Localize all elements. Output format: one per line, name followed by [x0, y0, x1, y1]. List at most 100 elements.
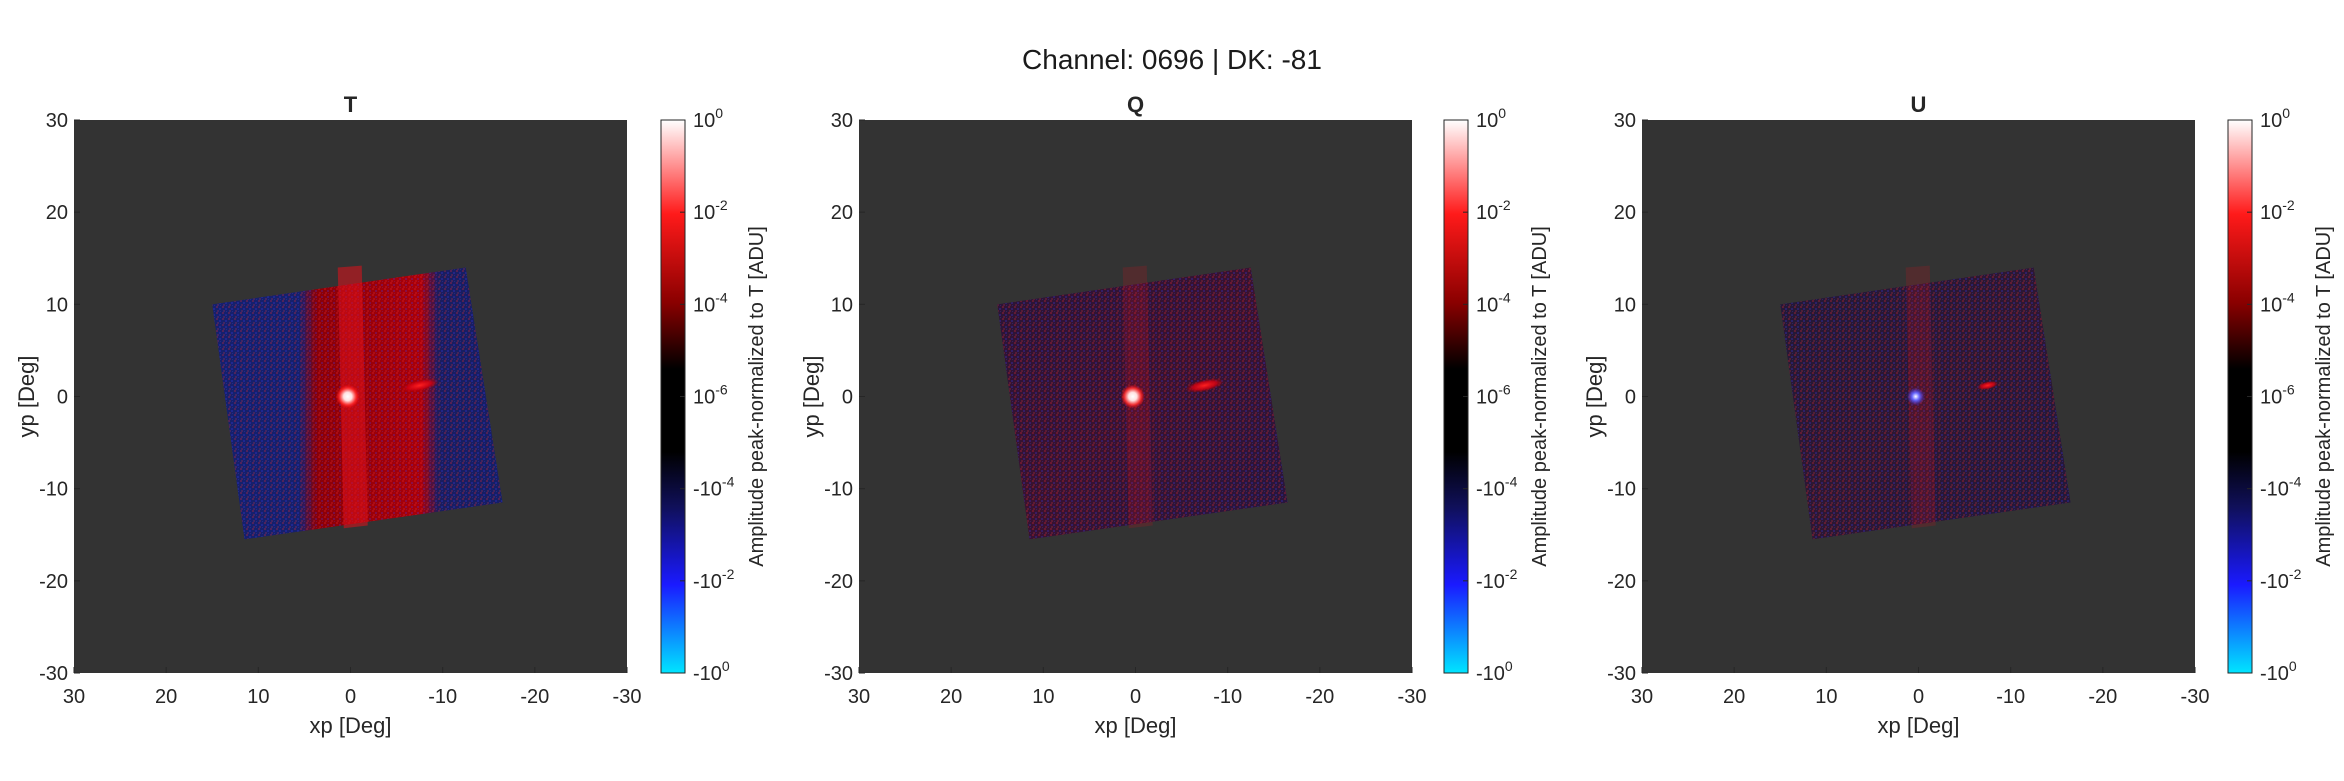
y-tick-label: 20 [46, 202, 68, 224]
colorbar-tick-exp: -6 [1498, 382, 1511, 398]
colorbar-tick-exp: -4 [2289, 474, 2302, 490]
y-tick-label: 10 [1614, 294, 1636, 316]
colorbar-tick-base: 10 [2260, 202, 2282, 224]
colorbar-tick-base: -10 [2260, 479, 2289, 501]
y-tick-label: -10 [1607, 479, 1636, 501]
colorbar-tick-base: 10 [2260, 110, 2282, 132]
panel-title: U [1911, 92, 1927, 117]
colorbar-tick-label: -100 [1476, 658, 1513, 685]
colorbar-tick-base: -10 [693, 571, 722, 593]
colorbar-tick-exp: -2 [1498, 197, 1511, 213]
colorbar-tick-base: -10 [2260, 663, 2289, 685]
x-tick-label: -20 [520, 686, 549, 708]
x-tick-label: -30 [613, 686, 642, 708]
x-tick-label: 30 [1631, 686, 1653, 708]
colorbar-tick-label: -10-4 [1476, 474, 1518, 501]
y-axis-label: yp [Deg] [14, 356, 39, 438]
colorbar-tick-exp: -2 [1505, 566, 1518, 582]
colorbar-tick-label: -100 [693, 658, 730, 685]
panel-title: T [344, 92, 358, 117]
colorbar-tick-label: -10-4 [693, 474, 735, 501]
colorbar-tick-base: 10 [2260, 387, 2282, 409]
colorbar-tick-exp: 0 [722, 658, 730, 674]
sidelobe [1185, 378, 1225, 393]
x-tick-label: 10 [1032, 686, 1054, 708]
x-tick-label: -10 [1996, 686, 2025, 708]
x-tick-label: 20 [940, 686, 962, 708]
colorbar-tick-exp: -2 [722, 566, 735, 582]
colorbar-tick-exp: -6 [715, 382, 728, 398]
x-tick-label: -20 [1305, 686, 1334, 708]
y-tick-label: 0 [842, 387, 853, 409]
colorbar-tick-label: 10-2 [1476, 197, 1511, 224]
x-tick-label: 30 [848, 686, 870, 708]
y-tick-label: -20 [39, 571, 68, 593]
colorbar-tick-base: 10 [1476, 294, 1498, 316]
x-tick-label: 0 [1913, 686, 1924, 708]
colorbar-tick-label: 10-6 [693, 382, 728, 409]
y-tick-label: 0 [1625, 387, 1636, 409]
x-axis-label: xp [Deg] [1095, 713, 1177, 738]
y-tick-label: 30 [1614, 110, 1636, 132]
colorbar-tick-exp: -2 [715, 197, 728, 213]
colorbar-tick-base: 10 [693, 202, 715, 224]
sidelobe [1976, 380, 1999, 390]
main-beam [335, 384, 360, 409]
y-tick-label: 10 [831, 294, 853, 316]
colorbar-tick-exp: 0 [1505, 658, 1513, 674]
colorbar-tick-label: 100 [1476, 105, 1506, 132]
y-tick-label: 30 [831, 110, 853, 132]
colorbar-tick-exp: 0 [2282, 105, 2290, 121]
colorbar-label: Amplitude peak-normalized to T [ADU] [746, 226, 768, 567]
colorbar-tick-label: 10-6 [1476, 382, 1511, 409]
sidelobe [400, 378, 440, 393]
colorbar-tick-label: -10-2 [1476, 566, 1518, 593]
colorbar-tick-label: 100 [693, 105, 723, 132]
colorbar-tick-label: -10-2 [693, 566, 735, 593]
colorbar-tick-exp: -4 [715, 289, 728, 305]
y-tick-label: -30 [39, 663, 68, 685]
y-tick-label: 30 [46, 110, 68, 132]
x-tick-label: -30 [2181, 686, 2210, 708]
colorbar-tick-exp: -2 [2282, 197, 2295, 213]
colorbar-tick-exp: 0 [2289, 658, 2297, 674]
colorbar-tick-exp: -4 [2282, 289, 2295, 305]
colorbar-tick-base: 10 [693, 294, 715, 316]
colorbar-tick-label: 10-4 [693, 289, 728, 316]
x-tick-label: 10 [247, 686, 269, 708]
colorbar-label: Amplitude peak-normalized to T [ADU] [2313, 226, 2335, 567]
colorbar-tick-base: -10 [1476, 479, 1505, 501]
colorbar-tick-base: 10 [1476, 387, 1498, 409]
y-tick-label: -20 [1607, 571, 1636, 593]
colorbar-tick-exp: -2 [2289, 566, 2302, 582]
colorbar-tick-base: -10 [1476, 571, 1505, 593]
y-tick-label: 10 [46, 294, 68, 316]
x-tick-label: 0 [345, 686, 356, 708]
colorbar-tick-label: 100 [2260, 105, 2290, 132]
y-tick-label: 0 [57, 387, 68, 409]
x-tick-label: -10 [428, 686, 457, 708]
colorbar-tick-base: 10 [1476, 110, 1498, 132]
colorbar-tick-base: 10 [2260, 294, 2282, 316]
colorbar-tick-base: -10 [1476, 663, 1505, 685]
main-beam [1906, 387, 1925, 406]
colorbar-tick-base: 10 [1476, 202, 1498, 224]
main-beam [1120, 384, 1145, 409]
y-tick-label: -10 [824, 479, 853, 501]
x-tick-label: -30 [1398, 686, 1427, 708]
colorbar-tick-label: 10-2 [693, 197, 728, 224]
x-tick-label: 20 [1723, 686, 1745, 708]
colorbar-tick-label: 10-6 [2260, 382, 2295, 409]
colorbar-tick-exp: -4 [1505, 474, 1518, 490]
x-tick-label: -10 [1213, 686, 1242, 708]
x-axis-label: xp [Deg] [310, 713, 392, 738]
colorbar-tick-base: -10 [2260, 571, 2289, 593]
x-tick-label: 10 [1815, 686, 1837, 708]
colorbar-tick-label: -10-2 [2260, 566, 2302, 593]
x-tick-label: -20 [2088, 686, 2117, 708]
